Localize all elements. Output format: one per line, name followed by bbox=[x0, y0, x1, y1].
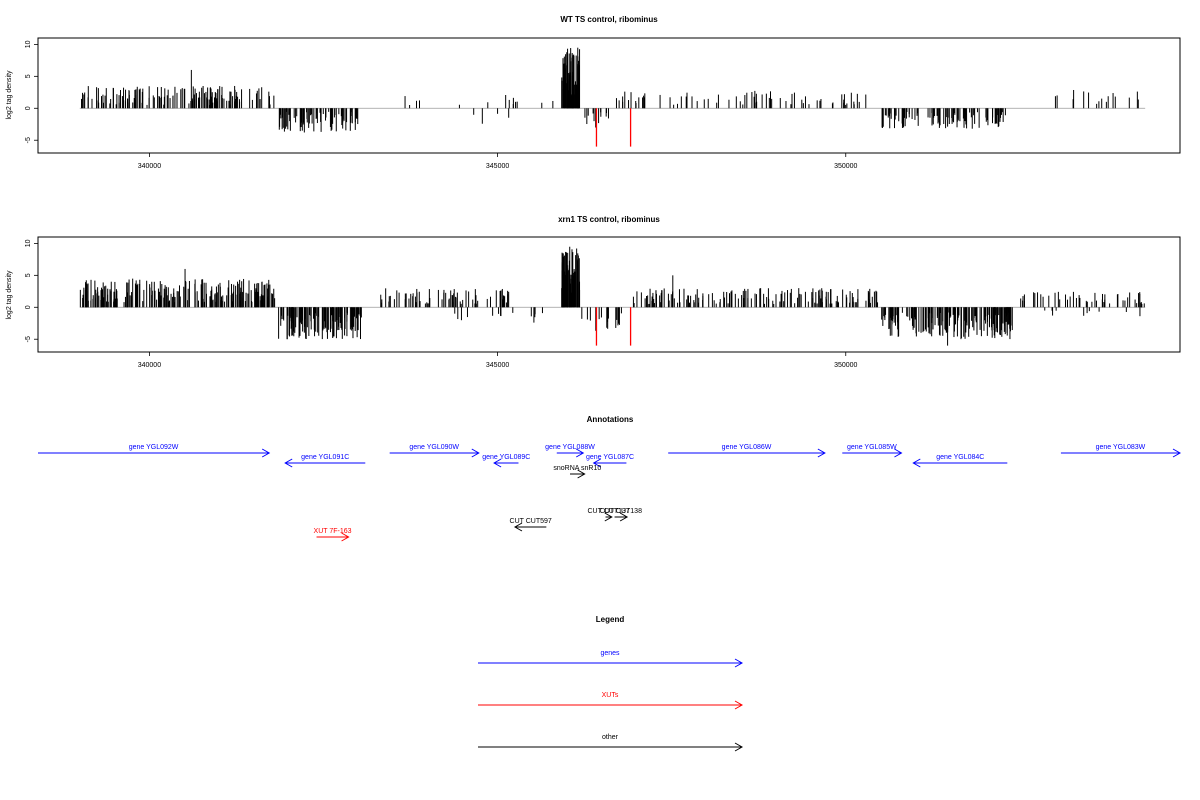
y-tick-label: 5 bbox=[25, 74, 32, 78]
y-tick-label: 10 bbox=[25, 40, 32, 48]
feature-label: CUT CUT597 bbox=[510, 518, 552, 525]
track-xrn1-bars bbox=[79, 246, 1146, 346]
feature-arrow-gene bbox=[493, 458, 519, 468]
legend-arrow-xut bbox=[478, 700, 744, 710]
track-wt-frame bbox=[37, 37, 1181, 154]
feature-arrow-gene bbox=[912, 458, 1008, 468]
x-tick-label: 345000 bbox=[486, 163, 509, 170]
x-tick-label: 340000 bbox=[138, 163, 161, 170]
feature-arrow-gene bbox=[668, 448, 826, 458]
track-xrn1-x-axis: 340000 345000 350000 bbox=[138, 351, 858, 369]
y-tick-label: -5 bbox=[25, 336, 32, 342]
track-wt-title: WT TS control, ribominus bbox=[560, 15, 658, 24]
feature-label: gene YGL083W bbox=[1096, 444, 1146, 451]
feature-label: CUT CUT138 bbox=[600, 508, 642, 515]
y-tick-label: 5 bbox=[25, 273, 32, 277]
x-tick-label: 345000 bbox=[486, 362, 509, 369]
track-wt-bars bbox=[79, 47, 1146, 147]
x-tick-label: 350000 bbox=[834, 362, 857, 369]
y-tick-label: -5 bbox=[25, 137, 32, 143]
feature-arrow-gene bbox=[842, 448, 903, 458]
legend-entries: genes XUTs other bbox=[478, 650, 744, 752]
feature-label: gene YGL092W bbox=[129, 444, 179, 451]
track-wt-y-axis: 10 5 0 -5 bbox=[25, 40, 39, 143]
feature-arrow-gene bbox=[38, 448, 271, 458]
annotation-features: gene YGL092W gene YGL091C gene YGL090W gene… bbox=[38, 444, 1182, 542]
y-tick-label: 10 bbox=[25, 239, 32, 247]
track-xrn1-title: xrn1 TS control, ribominus bbox=[558, 215, 660, 224]
feature-arrow-gene bbox=[389, 448, 480, 458]
feature-label: gene YGL090W bbox=[409, 444, 459, 451]
feature-label: gene YGL085W bbox=[847, 444, 897, 451]
feature-label: gene YGL088W bbox=[545, 444, 595, 451]
feature-label: snoRNA snR10 bbox=[553, 465, 601, 472]
track-wt-ylabel: log2 tag density bbox=[6, 70, 13, 120]
track-wt: WT TS control, ribominus log2 tag densit… bbox=[6, 15, 1181, 170]
legend-arrow-other bbox=[478, 742, 744, 752]
x-tick-label: 340000 bbox=[138, 362, 161, 369]
feature-arrow-gene bbox=[592, 458, 627, 468]
feature-label: gene YGL087C bbox=[586, 454, 634, 461]
feature-label: gene YGL091C bbox=[301, 454, 349, 461]
track-wt-x-axis: 340000 345000 350000 bbox=[138, 152, 858, 170]
feature-arrow-other bbox=[570, 469, 586, 479]
feature-arrow-other bbox=[614, 512, 629, 522]
legend-label: other bbox=[602, 734, 619, 741]
feature-arrow-xut bbox=[316, 532, 350, 542]
feature-arrow-gene bbox=[1060, 448, 1182, 458]
track-xrn1-frame bbox=[37, 236, 1181, 353]
track-xrn1: xrn1 TS control, ribominus log2 tag dens… bbox=[6, 215, 1181, 369]
legend-arrow-gene bbox=[478, 658, 744, 668]
track-xrn1-ylabel: log2 tag density bbox=[6, 270, 13, 320]
y-tick-label: 0 bbox=[25, 305, 32, 309]
legend-label: genes bbox=[600, 650, 620, 657]
feature-arrow-other bbox=[513, 522, 547, 532]
feature-label: gene YGL089C bbox=[482, 454, 530, 461]
y-tick-label: 0 bbox=[25, 106, 32, 110]
feature-label: gene YGL084C bbox=[936, 454, 984, 461]
feature-arrow-gene bbox=[556, 448, 585, 458]
feature-arrow-gene bbox=[284, 458, 366, 468]
feature-arrow-other bbox=[604, 512, 613, 522]
feature-label: CUT CUT137 bbox=[588, 508, 630, 515]
legend-panel: Legend genes XUTs other bbox=[478, 615, 744, 752]
legend-title: Legend bbox=[596, 615, 625, 624]
x-tick-label: 350000 bbox=[834, 163, 857, 170]
annotations-title: Annotations bbox=[587, 415, 634, 424]
feature-label: gene YGL086W bbox=[722, 444, 772, 451]
legend-label: XUTs bbox=[602, 692, 619, 699]
track-xrn1-y-axis: 10 5 0 -5 bbox=[25, 239, 39, 342]
feature-label: XUT 7F-163 bbox=[314, 528, 352, 535]
